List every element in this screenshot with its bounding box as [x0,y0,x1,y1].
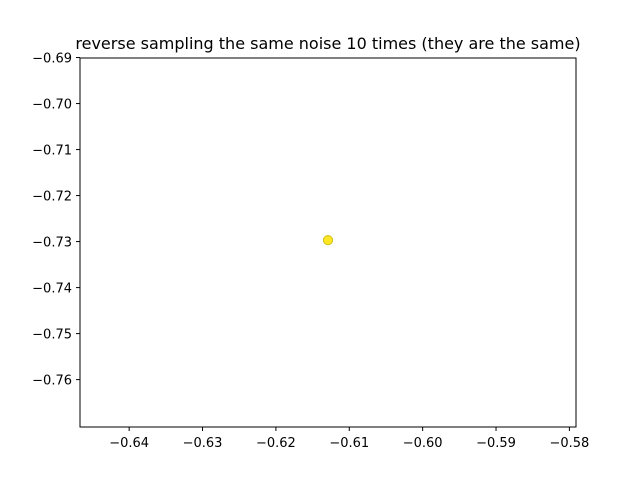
x-tick-label: −0.59 [476,436,516,451]
x-tick-label: −0.58 [549,436,589,451]
y-axis: −0.69 −0.70 −0.71 −0.72 −0.73 −0.74 −0.75 −0.76 [32,52,80,389]
x-tick-label: −0.62 [256,436,296,451]
chart-title: reverse sampling the same noise 10 times… [75,34,580,53]
y-tick-label: −0.76 [32,374,72,389]
y-tick-label: −0.75 [32,328,72,343]
y-tick-label: −0.72 [32,190,72,205]
y-tick-label: −0.71 [32,144,72,159]
data-points [323,235,333,246]
y-tick-label: −0.73 [32,236,72,251]
x-tick-label: −0.63 [183,436,223,451]
y-tick-label: −0.74 [32,282,72,297]
y-tick-label: −0.69 [32,52,72,67]
x-tick-label: −0.61 [329,436,369,451]
x-axis: −0.64 −0.63 −0.62 −0.61 −0.60 −0.59 −0.58 [109,427,589,451]
scatter-point [323,235,333,246]
y-tick-label: −0.70 [32,98,72,113]
x-tick-label: −0.64 [109,436,149,451]
x-tick-label: −0.60 [403,436,443,451]
